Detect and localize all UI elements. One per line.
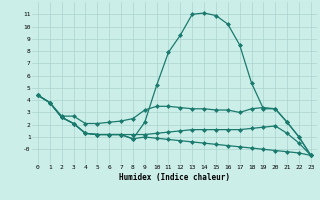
- X-axis label: Humidex (Indice chaleur): Humidex (Indice chaleur): [119, 173, 230, 182]
